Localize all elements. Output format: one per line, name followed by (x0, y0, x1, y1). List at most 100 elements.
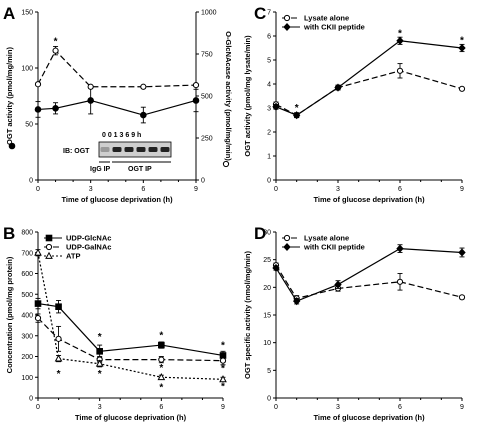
data-point (157, 372, 166, 381)
x-tick-label: 9 (194, 186, 198, 193)
data-point (158, 341, 165, 349)
series-0 (34, 86, 200, 124)
significance-star: * (54, 37, 58, 48)
data-point (34, 106, 42, 113)
significance-star: * (159, 363, 163, 374)
panel-letter: A (3, 4, 15, 23)
y-tick-label: 0 (29, 178, 33, 185)
y-tick-label: 5 (267, 368, 271, 375)
y-tick-label: 20 (263, 285, 271, 292)
legend-entry: with CKII peptide (282, 23, 365, 32)
y-axis-right-key-marker (222, 160, 230, 168)
blot-band (100, 147, 110, 152)
panel-letter: C (254, 4, 266, 23)
data-point (54, 354, 63, 362)
data-point (396, 244, 404, 253)
legend-marker (45, 243, 53, 251)
blot-membrane (98, 141, 172, 158)
y-tick-label: 600 (21, 271, 33, 278)
y-tick-label: 50 (25, 122, 33, 129)
legend-marker (283, 22, 291, 32)
data-point (140, 83, 147, 90)
y-tick-label: 800 (21, 230, 33, 237)
series-line (37, 317, 224, 362)
data-point (334, 280, 342, 289)
significance-star: * (159, 383, 163, 394)
legend-marker (283, 14, 291, 22)
chart-panel-d: D 0 3 6 9 Time of glucose deprivation (h) 0 5 10… (243, 224, 466, 422)
y-tick-label: 300 (21, 333, 33, 340)
series-0 (34, 297, 227, 361)
blot-lane-labels: 0 0 1 3 6 9 h (102, 132, 141, 139)
data-point (219, 357, 227, 364)
series-0 (272, 63, 466, 119)
blot-ib-label: IB: OGT (63, 148, 90, 155)
x-tick-label: 9 (460, 186, 464, 193)
legend-label: with CKII peptide (303, 23, 365, 32)
y-tick-label: 0 (267, 396, 271, 403)
data-point (396, 67, 404, 74)
y-tick-label: 200 (21, 354, 33, 361)
data-point (192, 81, 200, 89)
legend-marker (283, 234, 291, 242)
data-point (34, 248, 42, 256)
chart-panel-a: A 0 3 6 9 Time of glucose deprivation (h) 0 50 1… (3, 4, 233, 204)
y-tick-label: 15 (263, 313, 271, 320)
data-point (458, 294, 466, 301)
legend-label: ATP (66, 252, 80, 261)
data-point (52, 105, 59, 112)
x-tick-label: 0 (36, 404, 40, 411)
legend-entry: UDP-GlcNAc (44, 234, 111, 243)
data-point (458, 43, 466, 53)
data-point (458, 85, 466, 92)
series-line (275, 247, 463, 302)
x-tick-label: 0 (36, 186, 40, 193)
legend-label: with CKII peptide (303, 243, 365, 252)
x-tick-label: 6 (398, 186, 402, 193)
x-tick-label: 9 (460, 404, 464, 411)
data-point (396, 278, 404, 285)
x-tick-label: 6 (159, 404, 163, 411)
y-axis-title: OGT activity (pmol/mg lysate/min) (243, 35, 252, 157)
significance-star: * (159, 331, 163, 342)
significance-star: * (98, 369, 102, 380)
x-tick-label: 0 (274, 404, 278, 411)
blot-band (160, 147, 170, 152)
y-axis-key-marker (8, 142, 16, 150)
y-tick-label: 7 (267, 10, 271, 17)
significance-star: * (398, 28, 402, 39)
significance-star: * (460, 36, 464, 47)
data-point (34, 315, 42, 322)
data-point (55, 335, 62, 342)
x-tick-label: 3 (336, 186, 340, 193)
y-tick-label: 5 (267, 58, 271, 65)
x-tick-label: 0 (274, 186, 278, 193)
y-tick-label: 25 (263, 257, 271, 264)
legend-label: UDP-GalNAc (66, 243, 111, 252)
series-line (275, 264, 463, 300)
series-1 (34, 313, 227, 366)
series-line (37, 99, 197, 116)
legend-label: Lysate alone (304, 234, 349, 243)
data-point (292, 111, 301, 120)
y-tick-label: 1 (267, 154, 271, 161)
data-point (96, 348, 103, 355)
chart-panel-b: B 0 3 6 9 Time of glucose deprivation (h) 0 100… (3, 224, 227, 422)
series-1 (34, 45, 200, 90)
data-point (292, 297, 301, 306)
series-line (37, 302, 224, 357)
igg-ip-label: IgG IP (90, 166, 111, 173)
blot-band (124, 147, 134, 152)
y-tick-label: 10 (263, 340, 271, 347)
y-tick-label: 6 (267, 34, 271, 41)
blot-band (136, 147, 146, 152)
significance-star: * (98, 332, 102, 343)
data-point (140, 111, 147, 119)
x-axis-title: Time of glucose deprivation (h) (75, 413, 187, 422)
data-point (95, 359, 104, 367)
chart-panel-c: C 0 3 6 9 Time of glucose deprivation (h) 0 1 2 3… (243, 4, 466, 204)
y-tick-label: 150 (21, 10, 33, 17)
legend-entry: ATP (44, 252, 80, 261)
y-tick-label: 100 (21, 375, 33, 382)
